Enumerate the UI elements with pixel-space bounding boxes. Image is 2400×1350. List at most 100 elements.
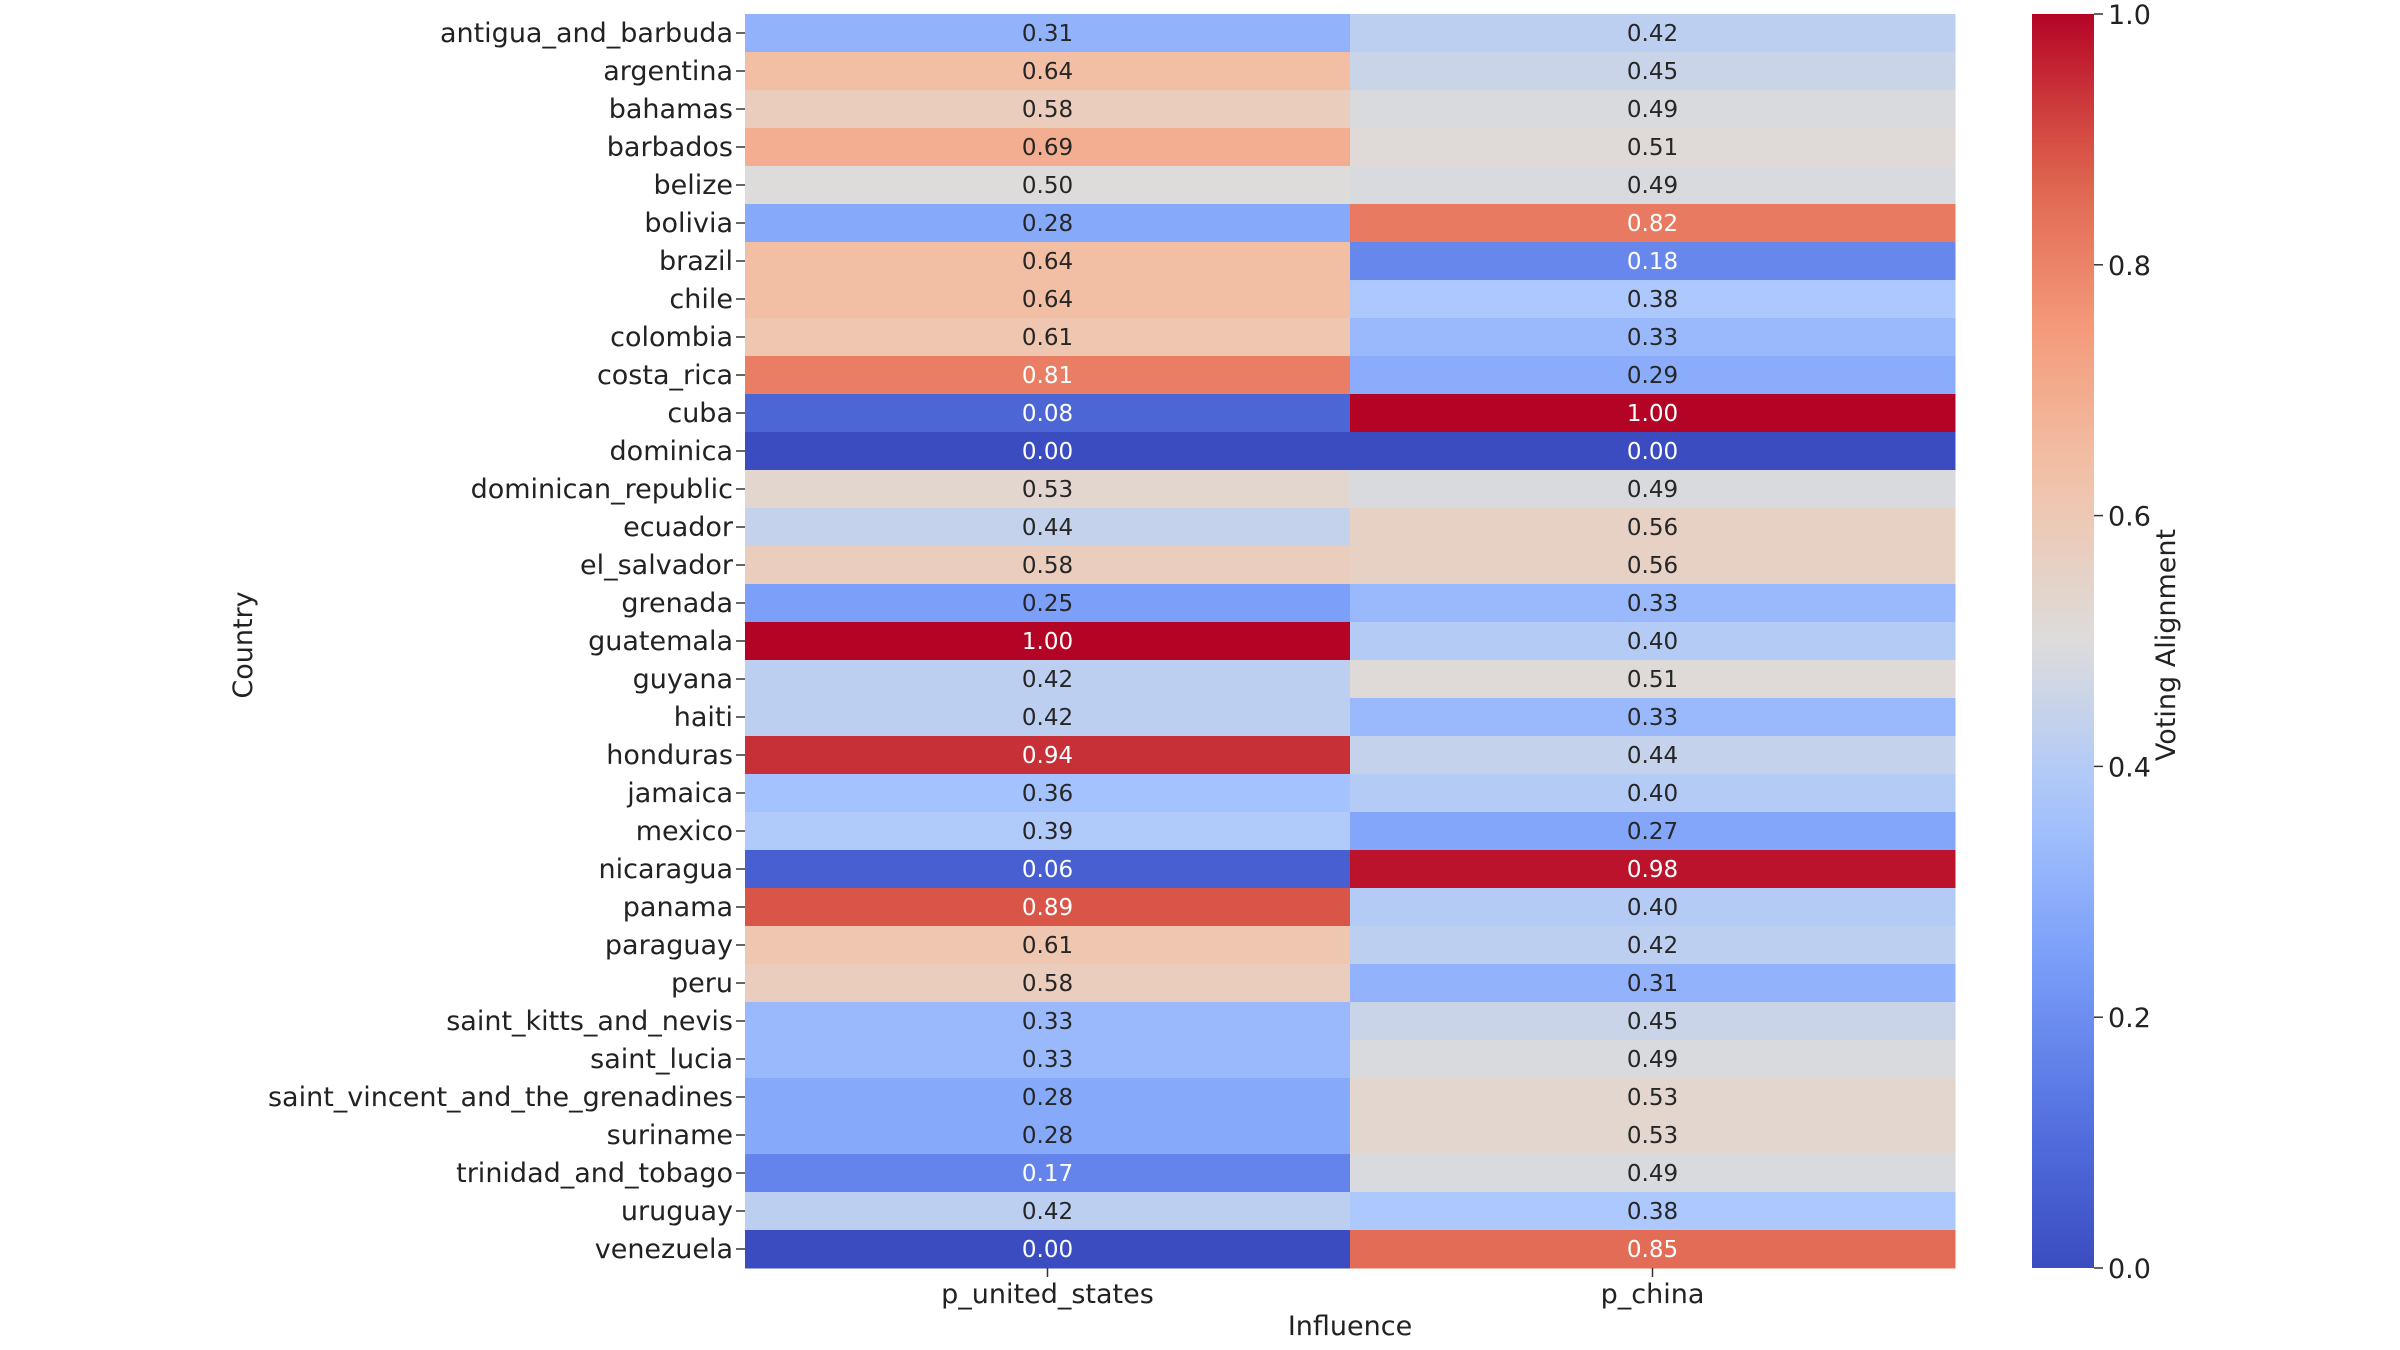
heatmap-cell [1350, 1116, 1956, 1155]
heatmap-cell [1350, 660, 1956, 699]
cell-value-label: 0.31 [1627, 971, 1678, 997]
cell-value-label: 0.33 [1627, 591, 1678, 617]
heatmap-cell [745, 242, 1351, 281]
heatmap-cell [1350, 1040, 1956, 1079]
heatmap-cell [745, 1078, 1351, 1117]
cell-value-label: 0.29 [1627, 363, 1678, 389]
cell-value-label: 0.06 [1022, 857, 1073, 883]
cell-value-label: 0.85 [1627, 1237, 1678, 1263]
cell-value-label: 0.44 [1627, 743, 1678, 769]
y-tick-label: uruguay [621, 1196, 733, 1227]
heatmap-cell [1350, 1002, 1956, 1041]
cell-value-label: 0.58 [1022, 971, 1073, 997]
colorbar-tick-label: 1.0 [2108, 0, 2151, 31]
heatmap-cell [1350, 166, 1956, 205]
cell-value-label: 0.00 [1022, 439, 1073, 465]
heatmap-cell [745, 1154, 1351, 1193]
heatmap-cell [1350, 622, 1956, 661]
y-tick-label: guyana [633, 664, 733, 695]
y-tick-label: venezuela [595, 1234, 733, 1265]
cell-value-label: 0.42 [1022, 667, 1073, 693]
y-tick-label: bolivia [644, 208, 733, 239]
heatmap-cell [1350, 774, 1956, 813]
cell-value-label: 0.38 [1627, 1199, 1678, 1225]
heatmap-cell [1350, 850, 1956, 889]
heatmap-cell [1350, 204, 1956, 243]
heatmap-cell [1350, 394, 1956, 433]
y-tick-label: el_salvador [580, 550, 734, 581]
heatmap-cell [745, 166, 1351, 205]
y-tick-label: grenada [621, 588, 733, 619]
cell-value-label: 0.50 [1022, 173, 1073, 199]
cell-value-label: 0.44 [1022, 515, 1073, 541]
heatmap-cell [745, 622, 1351, 661]
cell-value-label: 0.82 [1627, 211, 1678, 237]
y-tick-label: bahamas [609, 94, 733, 125]
colorbar-tick-label: 0.6 [2108, 502, 2151, 533]
cell-value-label: 0.49 [1627, 1161, 1678, 1187]
heatmap-cell [745, 432, 1351, 471]
y-tick-label: trinidad_and_tobago [456, 1158, 733, 1189]
heatmap-cell [745, 1040, 1351, 1079]
cell-value-label: 0.58 [1022, 553, 1073, 579]
y-tick-label: brazil [659, 246, 733, 277]
heatmap-cell [1350, 242, 1956, 281]
heatmap-cell [1350, 90, 1956, 129]
heatmap-cell [1350, 812, 1956, 851]
heatmap-cell [745, 356, 1351, 395]
cell-value-label: 0.49 [1627, 1047, 1678, 1073]
heatmap-cell [1350, 470, 1956, 509]
y-tick-label: chile [669, 284, 733, 315]
heatmap-cell [745, 470, 1351, 509]
heatmap-cell [745, 128, 1351, 167]
cell-value-label: 0.28 [1022, 1085, 1073, 1111]
cell-value-label: 0.56 [1627, 515, 1678, 541]
heatmap-cell [745, 698, 1351, 737]
heatmap-cell [1350, 584, 1956, 623]
cell-value-label: 0.27 [1627, 819, 1678, 845]
y-tick-label: paraguay [605, 930, 733, 961]
heatmap-cell [745, 318, 1351, 357]
heatmap-cell [1350, 1154, 1956, 1193]
cell-value-label: 1.00 [1022, 629, 1073, 655]
heatmap-cell [745, 90, 1351, 129]
y-tick-label: saint_vincent_and_the_grenadines [268, 1082, 733, 1113]
y-tick-label: barbados [607, 132, 733, 163]
y-tick-label: dominican_republic [471, 474, 733, 505]
heatmap-cell [745, 926, 1351, 965]
heatmap-cell [745, 204, 1351, 243]
y-tick-label: haiti [674, 702, 733, 733]
heatmap-cell [745, 964, 1351, 1003]
cell-value-label: 0.98 [1627, 857, 1678, 883]
cell-value-label: 0.94 [1022, 743, 1073, 769]
y-tick-label: dominica [610, 436, 733, 467]
cell-value-label: 0.39 [1022, 819, 1073, 845]
y-tick-label: peru [671, 968, 733, 999]
colorbar-label: Voting Alignment [2151, 529, 2182, 761]
cell-value-label: 0.36 [1022, 781, 1073, 807]
y-tick-label: ecuador [623, 512, 734, 543]
y-tick-label: mexico [636, 816, 733, 847]
cell-value-label: 0.42 [1627, 933, 1678, 959]
cell-value-label: 0.00 [1022, 1237, 1073, 1263]
cell-value-label: 0.89 [1022, 895, 1073, 921]
cell-value-label: 0.28 [1022, 211, 1073, 237]
heatmap-cell [745, 660, 1351, 699]
y-tick-label: argentina [603, 56, 733, 87]
cell-value-label: 0.28 [1022, 1123, 1073, 1149]
y-tick-label: cuba [667, 398, 733, 429]
cell-value-label: 0.64 [1022, 59, 1073, 85]
cell-value-label: 0.42 [1022, 1199, 1073, 1225]
y-tick-label: nicaragua [599, 854, 733, 885]
heatmap-cell [1350, 698, 1956, 737]
cell-value-label: 0.61 [1022, 933, 1073, 959]
x-tick-label: p_united_states [941, 1279, 1154, 1310]
y-tick-label: belize [653, 170, 733, 201]
cell-value-label: 0.40 [1627, 781, 1678, 807]
heatmap-cell [1350, 964, 1956, 1003]
heatmap-cell [745, 394, 1351, 433]
y-tick-label: saint_kitts_and_nevis [446, 1006, 733, 1037]
y-tick-label: costa_rica [597, 360, 733, 391]
heatmap-cell [1350, 14, 1956, 53]
